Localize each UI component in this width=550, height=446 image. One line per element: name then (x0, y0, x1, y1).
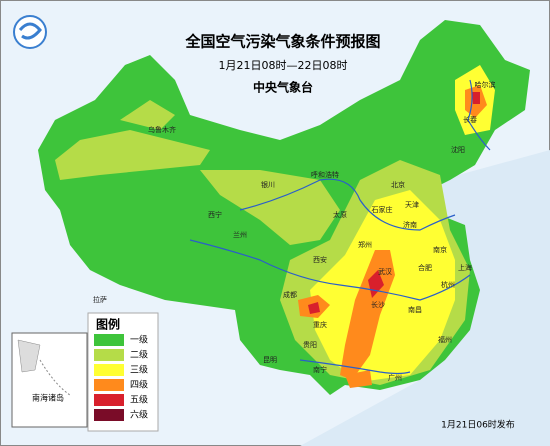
city-label: 重庆 (313, 320, 327, 329)
legend-swatch (94, 394, 124, 406)
level-area (368, 270, 384, 298)
logo-mark (18, 22, 42, 40)
city-label: 合肥 (418, 263, 432, 272)
level-area (472, 92, 480, 104)
level-area (308, 302, 320, 314)
city-label: 长春 (463, 115, 477, 124)
logo (13, 15, 47, 49)
legend-swatch (94, 409, 124, 421)
legend-label: 二级 (130, 349, 148, 361)
inset-land (17, 339, 41, 373)
rivers (189, 79, 491, 375)
city-label: 北京 (391, 180, 405, 189)
city-label: 呼和浩特 (311, 170, 339, 179)
city-label: 南京 (433, 245, 447, 254)
city-labels: 乌鲁木齐拉萨西宁兰州银川呼和浩特北京天津石家庄太原济南郑州西安成都重庆贵阳昆明南… (93, 80, 496, 382)
period: 1月21日08时—22日08时 (219, 59, 348, 72)
legend-label: 六级 (130, 409, 148, 421)
city-label: 石家庄 (372, 205, 393, 214)
city-label: 贵阳 (303, 340, 317, 349)
sea (300, 150, 550, 446)
legend-label: 五级 (130, 394, 148, 406)
release-note: 1月21日06时发布 (441, 419, 515, 431)
city-label: 成都 (283, 290, 297, 299)
city-label: 济南 (403, 220, 417, 229)
inset-label: 南海诸岛 (32, 393, 64, 403)
pollution-levels (38, 20, 530, 395)
city-label: 南宁 (313, 365, 327, 374)
city-label: 银川 (261, 180, 275, 189)
city-label: 杭州 (441, 280, 455, 289)
city-label: 天津 (405, 201, 419, 209)
title: 全国空气污染气象条件预报图 (184, 33, 380, 51)
level-area (120, 100, 175, 130)
issuer: 中央气象台 (253, 80, 313, 95)
city-label: 西安 (313, 255, 327, 264)
city-label: 西宁 (208, 210, 222, 219)
city-label: 哈尔滨 (475, 80, 496, 89)
level-area (55, 130, 210, 180)
inset-line (39, 359, 71, 396)
legend-swatch (94, 379, 124, 391)
city-label: 长沙 (371, 300, 385, 309)
legend-label: 一级 (130, 334, 148, 346)
city-label: 拉萨 (93, 295, 107, 304)
level-area (345, 370, 372, 388)
city-label: 昆明 (263, 356, 277, 364)
level-area (200, 170, 340, 245)
city-label: 太原 (333, 210, 347, 219)
legend-swatch (94, 364, 124, 376)
city-label: 南昌 (408, 305, 422, 314)
city-label: 福州 (438, 335, 452, 344)
legend-swatch (94, 334, 124, 346)
city-label: 乌鲁木齐 (148, 125, 176, 134)
city-label: 沈阳 (451, 145, 465, 154)
legend-label: 三级 (130, 364, 148, 376)
legend-title: 图例 (96, 317, 120, 332)
city-label: 武汉 (378, 267, 392, 276)
city-label: 上海 (458, 263, 472, 272)
city-label: 郑州 (358, 241, 372, 249)
legend-swatch (94, 349, 124, 361)
legend-label: 四级 (130, 379, 148, 391)
city-label: 广州 (388, 373, 402, 382)
city-label: 兰州 (233, 230, 247, 239)
